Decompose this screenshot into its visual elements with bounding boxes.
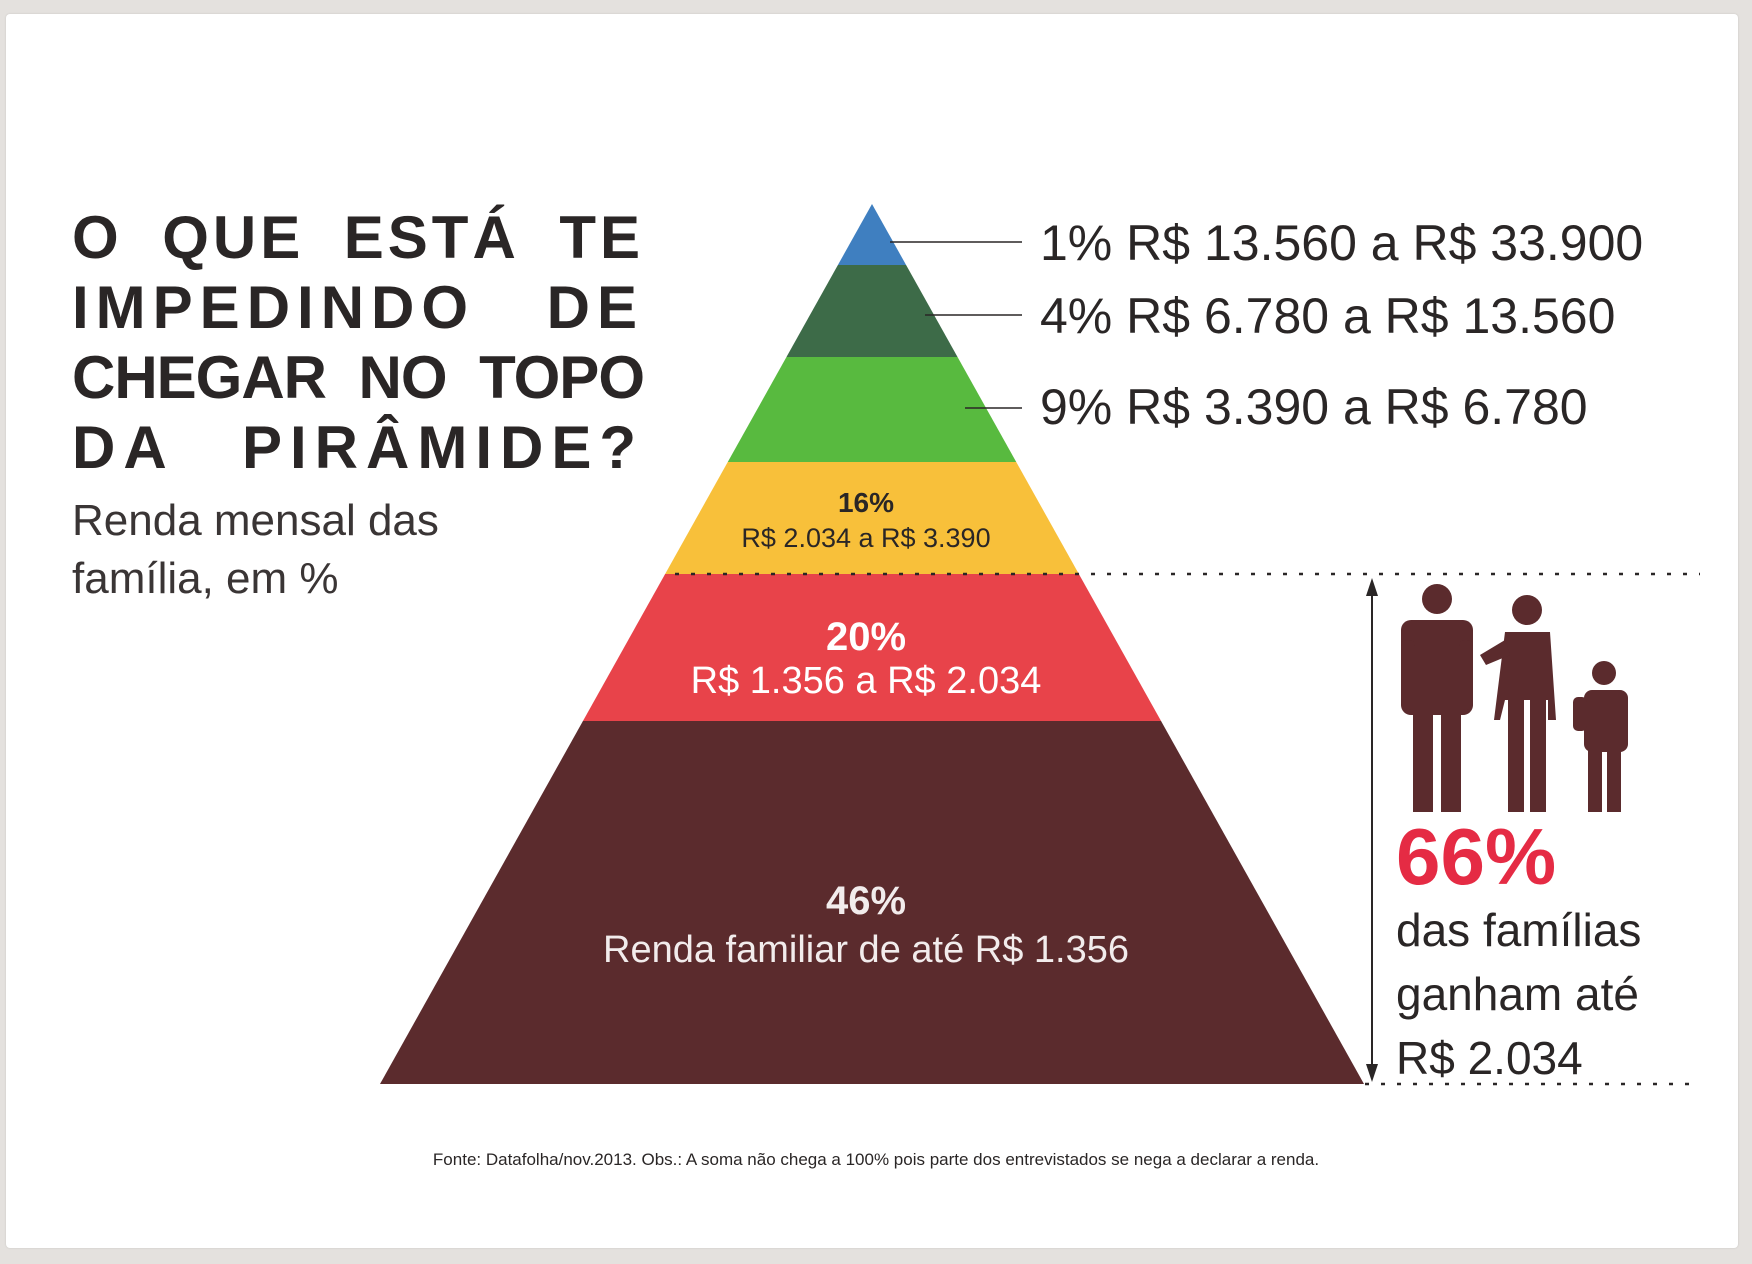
pyramid-tier-16 [665, 462, 1079, 574]
title-line-1: O QUE ESTÁ TE [72, 204, 644, 271]
range-arrow-head-down [1366, 1064, 1378, 1082]
tier-label-percent-20: 20% [826, 615, 906, 659]
chart-subtitle: Renda mensal das família, em % [72, 496, 439, 603]
tier-outside-label-9: 9% R$ 3.390 a R$ 6.780 [1040, 379, 1588, 435]
source-note: Fonte: Datafolha/nov.2013. Obs.: A soma … [432, 1150, 1320, 1169]
tier-label-percent-16: 16% [838, 487, 894, 518]
highlight-text-line-1: das famílias [1396, 904, 1642, 956]
tier-label-range-16: R$ 2.034 a R$ 3.390 [741, 523, 990, 553]
family-silhouette-icon [1401, 584, 1628, 812]
tier-label-range-46: Renda familiar de até R$ 1.356 [603, 929, 1129, 971]
pyramid-tier-46 [380, 721, 1364, 1084]
pyramid-tier-9 [727, 357, 1017, 462]
highlight-percent: 66% [1396, 812, 1557, 901]
tier-outside-label-1: 1% R$ 13.560 a R$ 33.900 [1040, 215, 1643, 271]
title-line-4: DA PIRÂMIDE? [72, 414, 644, 481]
title-line-3: CHEGAR NO TOPO [72, 344, 645, 411]
highlight-text: das famílias ganham até R$ 2.034 [1396, 898, 1696, 1090]
pyramid-tier-20 [582, 574, 1162, 721]
range-arrow-head-up [1366, 578, 1378, 596]
tier-outside-label-4: 4% R$ 6.780 a R$ 13.560 [1040, 288, 1615, 344]
highlight-text-line-2: ganham até [1396, 968, 1639, 1020]
pyramid-tier-4 [786, 265, 958, 357]
title-line-2: IMPEDINDO DE [72, 274, 644, 341]
tier-label-range-20: R$ 1.356 a R$ 2.034 [691, 660, 1042, 702]
pyramid-tier-1 [837, 204, 907, 265]
tier-label-percent-46: 46% [826, 879, 906, 923]
highlight-text-line-3: R$ 2.034 [1396, 1032, 1583, 1084]
